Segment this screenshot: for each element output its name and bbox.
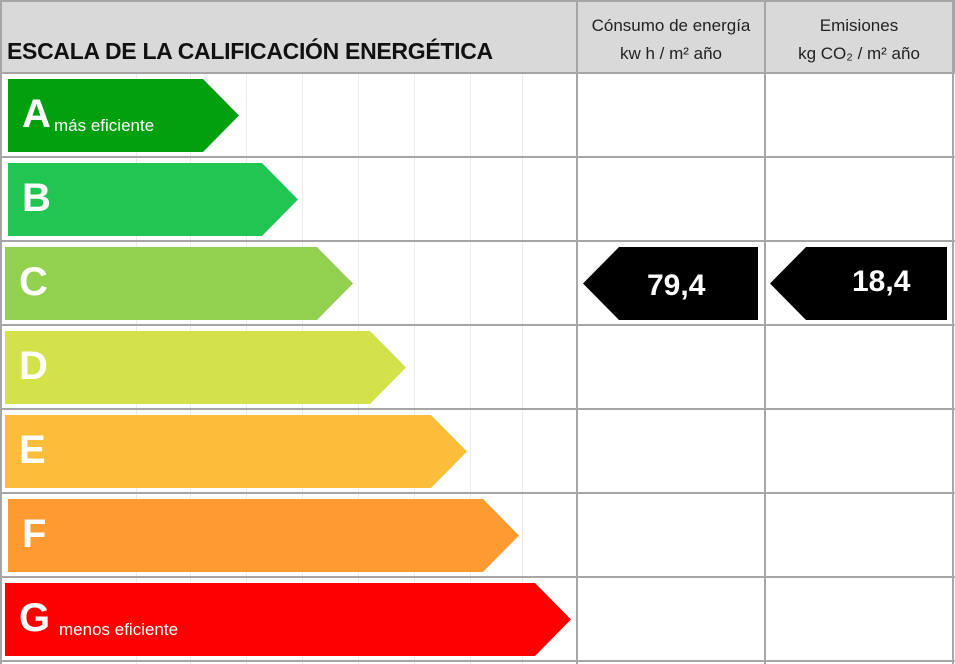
consumo-value-arrow: 79,4 bbox=[583, 247, 758, 320]
divider bbox=[0, 660, 955, 662]
rating-arrow-e: E bbox=[5, 415, 467, 488]
divider bbox=[0, 408, 955, 410]
rating-arrow-g: G menos eficiente bbox=[5, 583, 571, 656]
page-title: ESCALA DE LA CALIFICACIÓN ENERGÉTICA bbox=[7, 38, 493, 64]
rating-letter: D bbox=[19, 344, 48, 388]
divider bbox=[0, 0, 2, 664]
emisiones-value: 18,4 bbox=[852, 265, 911, 298]
consumo-header: Cónsumo de energía kw h / m² año bbox=[578, 12, 764, 68]
rating-label: menos eficiente bbox=[59, 620, 179, 639]
divider bbox=[0, 240, 955, 242]
rating-arrow-b: B bbox=[8, 163, 298, 236]
rating-arrow-d: D bbox=[5, 331, 406, 404]
consumo-header-line2: kw h / m² año bbox=[619, 44, 723, 63]
rating-arrow-f: F bbox=[8, 499, 519, 572]
header-row bbox=[0, 0, 955, 74]
emisiones-header: Emisiones kg CO₂ / m² año bbox=[766, 12, 952, 68]
emisiones-header-line1: Emisiones bbox=[819, 16, 899, 35]
rating-arrow-a: A más eficiente bbox=[8, 79, 239, 152]
rating-letter: B bbox=[22, 176, 51, 220]
emisiones-value-arrow: 18,4 bbox=[770, 247, 947, 320]
emisiones-header-line2: kg CO₂ / m² año bbox=[798, 44, 920, 63]
rating-letter: A bbox=[22, 92, 51, 136]
divider bbox=[764, 0, 766, 664]
consumo-value: 79,4 bbox=[647, 269, 706, 302]
rating-arrow-c: C bbox=[5, 247, 353, 320]
rating-letter: G bbox=[19, 596, 51, 640]
divider bbox=[952, 0, 954, 664]
divider bbox=[576, 0, 578, 664]
consumo-header-line1: Cónsumo de energía bbox=[591, 16, 751, 35]
rating-letter: C bbox=[19, 260, 48, 304]
divider bbox=[0, 324, 955, 326]
rating-label: más eficiente bbox=[54, 116, 155, 135]
divider bbox=[0, 492, 955, 494]
rating-letter: F bbox=[22, 512, 47, 556]
divider bbox=[0, 576, 955, 578]
rating-letter: E bbox=[19, 428, 46, 472]
divider bbox=[0, 156, 955, 158]
divider bbox=[0, 72, 955, 74]
